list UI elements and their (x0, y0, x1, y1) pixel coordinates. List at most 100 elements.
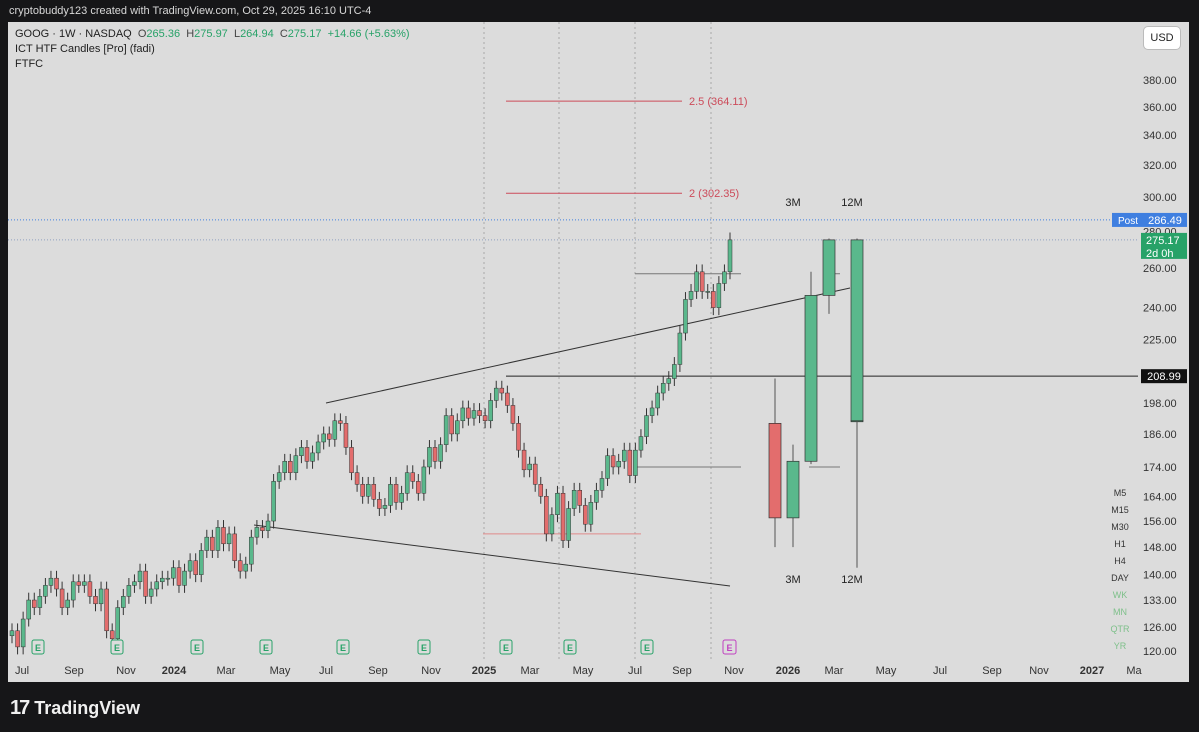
htf-label-12m-top: 12M (841, 197, 862, 209)
weekly-candle (37, 596, 43, 608)
low-value: 264.94 (240, 28, 274, 40)
x-axis-tick-label: May (876, 665, 897, 677)
weekly-candle (544, 496, 549, 535)
weekly-candle (577, 490, 582, 506)
weekly-candle (232, 533, 237, 561)
timeframe-qtr[interactable]: QTR (1110, 624, 1130, 634)
earnings-marker (190, 639, 204, 655)
weekly-candle (560, 492, 566, 541)
indicator-legend[interactable]: ICT HTF Candles [Pro] (fadi) (15, 43, 155, 55)
weekly-candle (265, 520, 271, 531)
weekly-candle (449, 415, 454, 435)
weekly-candle (516, 423, 521, 451)
weekly-candle (260, 527, 265, 531)
chart-area[interactable]: 2.5 (364.11) 2 (302.35) 3M 12M 3M 12M E E E E E E E E… (8, 22, 1189, 682)
timeframe-m30[interactable]: M30 (1111, 522, 1129, 532)
tradingview-logo-icon: 17 (10, 696, 30, 719)
timeframe-yr[interactable]: YR (1113, 641, 1127, 651)
weekly-candle (521, 449, 527, 471)
weekly-candle (610, 455, 616, 468)
earnings-marker (110, 639, 124, 655)
timeframe-m5[interactable]: M5 (1113, 488, 1127, 498)
timeframe-day[interactable]: DAY (1111, 573, 1129, 583)
y-axis-tick-label: 148.00 (1143, 542, 1177, 554)
weekly-candle (20, 618, 26, 648)
post-tag (1112, 212, 1144, 227)
weekly-candle (32, 599, 37, 608)
weekly-candle (655, 392, 660, 409)
x-axis-tick-label: Sep (672, 665, 692, 677)
weekly-candle (82, 581, 87, 586)
weekly-candle (221, 527, 226, 545)
weekly-candle (365, 484, 371, 497)
weekly-candle (711, 291, 716, 308)
weekly-candle (660, 383, 666, 394)
tradingview-brand: TradingView (34, 697, 140, 718)
timeframe-h1[interactable]: H1 (1114, 539, 1126, 549)
weekly-candle (594, 490, 599, 503)
y-axis-tick-label: 240.00 (1143, 303, 1177, 315)
earnings-marker (336, 639, 350, 655)
weekly-candle (65, 599, 70, 608)
weekly-candle (493, 387, 499, 401)
weekly-candle (59, 588, 65, 608)
currency-button[interactable]: USD (1144, 27, 1180, 49)
weekly-candle (532, 463, 538, 485)
timeframe-mn[interactable]: MN (1113, 607, 1127, 617)
weekly-candle (371, 484, 377, 500)
indicator-legend-ftfc[interactable]: FTFC (15, 58, 44, 70)
timeframe-m15[interactable]: M15 (1111, 505, 1129, 515)
htf-candle (850, 239, 864, 422)
weekly-candle (293, 455, 299, 473)
weekly-candle (510, 405, 516, 424)
y-axis-tick-label: 126.00 (1143, 622, 1177, 634)
y-axis-tick-label: 380.00 (1143, 75, 1177, 87)
earnings-marker (417, 639, 431, 655)
x-axis-tick-label: Jul (319, 665, 333, 677)
weekly-candle (282, 461, 287, 473)
earnings-marker-upcoming (722, 639, 737, 655)
x-axis-tick-label: Sep (64, 665, 84, 677)
weekly-candle (588, 502, 594, 525)
x-axis-tick-label: 2025 (472, 665, 496, 677)
weekly-candle (404, 472, 410, 494)
weekly-candle (271, 481, 276, 522)
weekly-candle (121, 596, 126, 608)
x-axis-tick-label: 2024 (162, 665, 187, 677)
weekly-candle (104, 588, 109, 632)
x-axis-tick-label: May (270, 665, 291, 677)
htf-label-3m-bottom: 3M (785, 574, 800, 586)
weekly-candle (488, 400, 493, 422)
open-label: O (137, 28, 147, 40)
x-axis-tick-label: Sep (982, 665, 1002, 677)
weekly-candle (388, 484, 393, 506)
weekly-candle (672, 364, 677, 379)
earnings-marker-label: E (644, 643, 650, 653)
htf-label-12m-bottom: 12M (841, 574, 862, 586)
weekly-candle (9, 630, 15, 637)
high-value: 275.97 (194, 28, 228, 40)
weekly-candle (466, 407, 471, 419)
weekly-candle (54, 577, 59, 590)
y-axis-tick-label: 300.00 (1143, 192, 1177, 204)
y-axis-tick-label: 320.00 (1143, 160, 1177, 172)
timeframe-h4[interactable]: H4 (1114, 556, 1126, 566)
x-axis-tick-label: Sep (368, 665, 388, 677)
weekly-candle (176, 567, 182, 586)
close-label: C (279, 28, 288, 40)
timeframe-wk[interactable]: WK (1112, 590, 1128, 600)
timeframe-list: M5 M15 M30 H1 H4 DAY WK MN QTR YR (1108, 485, 1132, 655)
earnings-marker-label: E (263, 643, 269, 653)
weekly-candle (427, 447, 432, 468)
weekly-candle (237, 560, 243, 572)
weekly-candle (382, 505, 388, 509)
earnings-marker (259, 639, 273, 655)
fib-level-label: 2.5 (364.11) (689, 96, 748, 108)
htf-candle (768, 423, 782, 519)
price-chart[interactable]: 2.5 (364.11) 2 (302.35) 3M 12M 3M 12M E E E E E E E E… (8, 22, 1189, 682)
y-axis-tick-label: 340.00 (1143, 130, 1177, 142)
post-price-text: 286.49 (1148, 215, 1182, 227)
weekly-candle (148, 588, 154, 597)
weekly-candle (310, 452, 315, 462)
y-axis-tick-label: 186.00 (1143, 429, 1177, 441)
